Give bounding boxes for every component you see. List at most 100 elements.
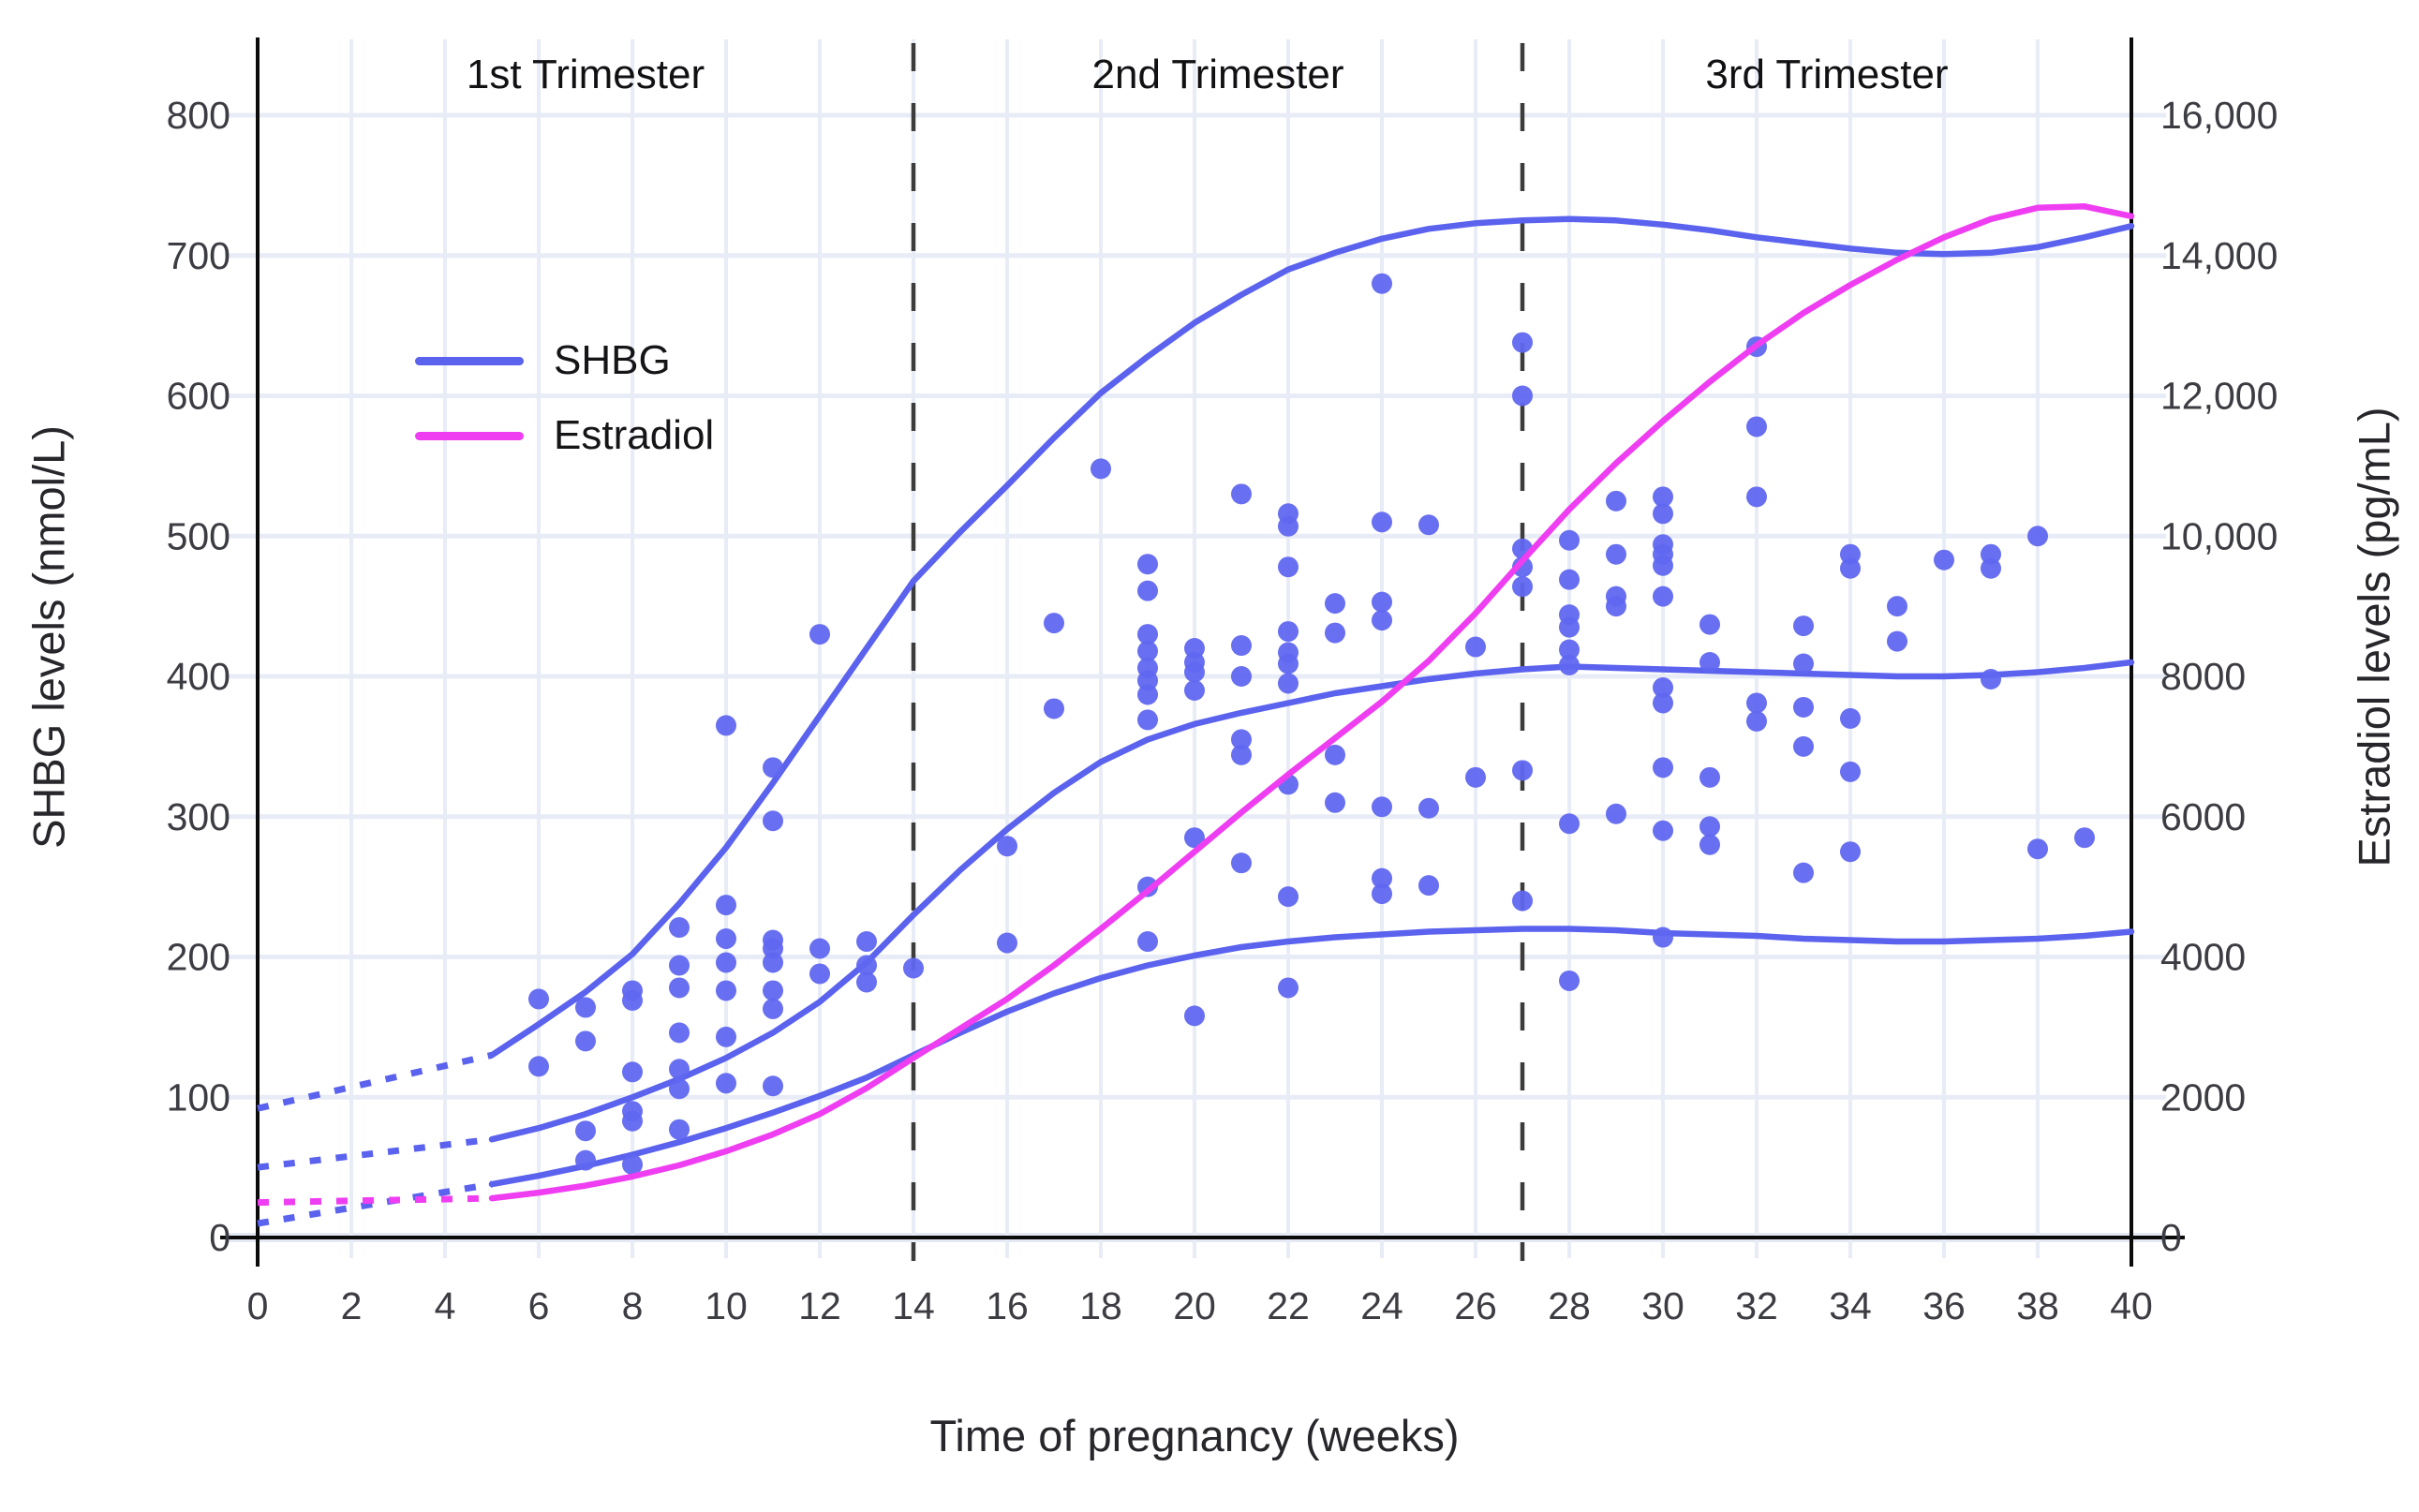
legend-item-shbg: SHBG (415, 337, 714, 384)
data-point (1372, 591, 1392, 613)
SHBG lower reference curve (nmol/L) (488, 926, 2135, 1188)
data-point (716, 895, 736, 916)
data-point (1840, 707, 1861, 729)
data-point (1512, 760, 1533, 781)
data-point (575, 1030, 596, 1052)
data-point (1372, 883, 1392, 905)
data-point (1793, 696, 1814, 718)
data-point (1184, 661, 1205, 683)
y-left-tick-label: 400 (167, 655, 230, 698)
data-point (997, 836, 1017, 857)
data-point (1699, 834, 1720, 855)
data-point (1091, 458, 1111, 480)
data-point (856, 955, 877, 976)
data-point (1981, 668, 2001, 689)
data-point (1653, 676, 1673, 698)
data-point (1606, 596, 1626, 617)
data-point (763, 980, 783, 1001)
data-point (1559, 639, 1580, 660)
data-point (1653, 692, 1673, 714)
curves (257, 203, 2135, 1227)
y-left-tick-label: 500 (167, 514, 230, 557)
data-point (1418, 797, 1439, 819)
data-point (1231, 483, 1252, 505)
data-point (1137, 554, 1158, 575)
y-left-tick-label: 600 (167, 375, 230, 418)
data-point (1653, 586, 1673, 607)
data-point (856, 971, 877, 993)
curve-leadin (257, 1135, 493, 1171)
x-tick-label: 8 (622, 1284, 644, 1327)
Estradiol curve (pg/mL) (488, 203, 2135, 1202)
data-point (1559, 813, 1580, 835)
data-point (1793, 735, 1814, 757)
data-point (669, 955, 690, 976)
x-tick-label: 28 (1548, 1284, 1591, 1327)
data-point (716, 952, 736, 973)
curve-leadin (257, 1051, 493, 1112)
y-axis-right-title: Estradiol levels (pg/mL) (2349, 407, 2399, 867)
data-point (575, 997, 596, 1018)
data-point (528, 1056, 549, 1077)
data-point (1746, 416, 1767, 437)
data-point (1559, 655, 1580, 676)
data-point (1231, 852, 1252, 874)
data-point (1746, 710, 1767, 732)
data-point (1559, 616, 1580, 638)
data-point (1184, 827, 1205, 849)
data-point (1887, 596, 1907, 617)
data-point (1231, 635, 1252, 657)
data-point (1372, 796, 1392, 818)
data-point (1137, 580, 1158, 601)
data-point (669, 1022, 690, 1044)
data-point (763, 998, 783, 1019)
y-left-tick-label: 0 (209, 1216, 230, 1259)
data-point (622, 1110, 643, 1132)
data-point (1699, 816, 1720, 838)
data-point (1934, 549, 1954, 571)
data-point (763, 757, 783, 778)
data-point (1606, 490, 1626, 511)
data-point (2074, 827, 2095, 849)
data-point (1559, 970, 1580, 991)
data-point (1793, 653, 1814, 674)
data-point (1137, 684, 1158, 705)
data-point (716, 928, 736, 950)
x-tick-label: 36 (1922, 1284, 1966, 1327)
data-point (1465, 766, 1486, 788)
data-point (1184, 679, 1205, 701)
data-point (1278, 621, 1299, 643)
data-point (1653, 555, 1673, 576)
data-point (575, 1120, 596, 1142)
y-left-tick-label: 200 (167, 936, 230, 979)
y-left-tick-label: 700 (167, 234, 230, 277)
data-point (1044, 613, 1064, 634)
axes (220, 37, 2185, 1267)
data-point (1418, 514, 1439, 536)
x-axis-title: Time of pregnancy (weeks) (929, 1411, 1460, 1460)
data-point (669, 917, 690, 939)
y-right-tick-label: 8000 (2160, 655, 2246, 698)
data-point (1465, 636, 1486, 658)
data-point (1325, 593, 1345, 615)
data-point (1512, 556, 1533, 578)
y-left-tick-label: 100 (167, 1075, 230, 1119)
data-point (1278, 977, 1299, 999)
SHBG median reference curve (nmol/L) (488, 659, 2135, 1143)
x-tick-label: 20 (1173, 1284, 1216, 1327)
data-point (575, 1149, 596, 1171)
data-point (1372, 867, 1392, 889)
x-tick-label: 12 (798, 1284, 841, 1327)
data-point (528, 988, 549, 1010)
data-point (1372, 610, 1392, 631)
data-point (997, 932, 1017, 954)
data-point (809, 624, 830, 645)
data-point (1278, 886, 1299, 908)
data-point (1840, 761, 1861, 782)
x-tick-label: 38 (2016, 1284, 2059, 1327)
x-tick-label: 26 (1454, 1284, 1497, 1327)
data-point (1840, 841, 1861, 863)
x-tick-label: 22 (1267, 1284, 1310, 1327)
data-point (1278, 673, 1299, 694)
